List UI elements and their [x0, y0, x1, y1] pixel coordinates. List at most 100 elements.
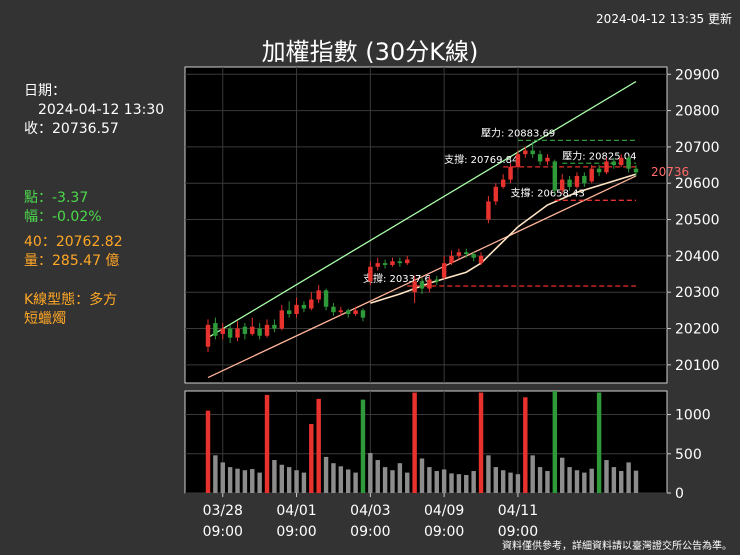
candle-body [412, 281, 417, 293]
candle-body [515, 154, 521, 167]
volume-bar [397, 463, 403, 493]
candle-body [331, 306, 336, 313]
candle-body [286, 310, 292, 314]
close-value: 收：20736.57 [24, 121, 119, 137]
volume-tick-label: 1000 [675, 408, 711, 424]
volume-bar [205, 410, 211, 493]
candle-body [257, 328, 262, 336]
candle-body [353, 310, 358, 314]
volume-tick-label: 500 [675, 447, 702, 463]
time-tick-date: 04/09 [424, 503, 464, 519]
volume-bars [205, 391, 639, 493]
volume-bar [523, 397, 528, 493]
volume-bar [589, 468, 594, 493]
volume-bar [427, 467, 432, 493]
volume-bar [294, 470, 299, 493]
candle-body [619, 157, 624, 166]
candle-body [301, 304, 307, 309]
price-axis: 20100 20200 20300 20400 20500 20600 20700 20800… [667, 67, 720, 374]
volume-bar [412, 392, 417, 493]
volume-bar [611, 467, 617, 493]
time-tick-date: 04/03 [350, 503, 390, 519]
volume-bar [220, 462, 225, 493]
candle-body [530, 150, 535, 155]
volume-panel [184, 390, 668, 494]
volume-value: 量：285.47 億 [24, 253, 120, 269]
volume-bar [390, 470, 395, 493]
price-tick-label: 20700 [675, 140, 720, 156]
candle-body [471, 254, 476, 258]
chart-title: 加權指數 (30分K線) [261, 38, 479, 66]
volume-bar [353, 472, 358, 493]
update-timestamp: 2024-04-12 13:35 更新 [596, 12, 732, 26]
candle-body [227, 328, 233, 338]
candle-body [360, 310, 366, 318]
volume-bar [478, 392, 484, 493]
volume-bar [486, 455, 491, 493]
volume-bar [493, 467, 499, 493]
price-tick-label: 20600 [675, 176, 720, 192]
volume-bar [582, 472, 587, 493]
resistance-label: 壓力: 20883.69 [481, 126, 555, 139]
time-tick-time: 09:00 [498, 524, 538, 540]
price-tick-label: 20100 [675, 358, 720, 374]
candle-body [500, 179, 506, 187]
volume-bar [434, 471, 439, 493]
disclaimer-footer: 資料僅供參考，詳細資料請以臺灣證交所公告為準。 [502, 541, 732, 552]
volume-bar [441, 469, 447, 493]
volume-bar [559, 457, 565, 493]
volume-bar [464, 474, 469, 493]
volume-bar [574, 470, 580, 493]
volume-axis: 0 500 1000 [667, 408, 711, 502]
volume-bar [235, 468, 240, 493]
candle-body [567, 179, 572, 187]
resistance-label: 壓力: 20825.04 [562, 149, 636, 162]
price-tick-label: 20200 [675, 322, 720, 338]
candle-body [441, 263, 447, 278]
candle-body [390, 261, 395, 265]
ma40-value: 40：20762.82 [24, 234, 123, 250]
volume-bar [257, 472, 262, 493]
volume-bar [272, 460, 277, 493]
volume-bar [338, 466, 344, 493]
volume-bar [264, 394, 270, 493]
volume-bar [456, 474, 462, 493]
price-tick-label: 20300 [675, 285, 720, 301]
change-percent: 幅：-0.02% [24, 209, 102, 225]
volume-bar [316, 398, 321, 493]
candle-body [250, 326, 255, 334]
candle-body [235, 328, 240, 338]
time-axis: 03/28 09:00 04/01 09:00 04/03 09:00 04/09 09:00… [203, 493, 538, 540]
time-tick-date: 03/28 [203, 503, 243, 519]
volume-bar [596, 392, 602, 493]
time-tick-date: 04/01 [276, 503, 316, 519]
candle-body [449, 255, 454, 264]
price-panel [184, 66, 668, 384]
candle-body [294, 304, 299, 314]
volume-bar [530, 455, 535, 493]
candle-body [220, 328, 225, 334]
candle-body [242, 326, 248, 334]
candle-body [316, 290, 321, 300]
volume-bar [360, 399, 366, 493]
volume-bar [309, 423, 314, 493]
candle-body [633, 168, 639, 173]
channel-lower-line [207, 175, 637, 379]
volume-bar [382, 467, 388, 493]
candle-body [405, 259, 410, 264]
volume-bar [449, 473, 454, 493]
candle-body [559, 179, 565, 191]
candle-body [279, 310, 285, 329]
volume-bar [537, 467, 543, 493]
candles [205, 141, 639, 353]
kline-pattern-value: 短蠟燭 [24, 311, 66, 327]
volume-bar [213, 455, 218, 493]
candle-body [323, 290, 329, 307]
candle-body [205, 324, 211, 347]
volume-bar [286, 467, 292, 493]
volume-bar [368, 452, 373, 493]
volume-bar [279, 464, 285, 493]
candle-body [368, 266, 373, 282]
price-tick-label: 20500 [675, 213, 720, 229]
candle-body [213, 323, 218, 336]
